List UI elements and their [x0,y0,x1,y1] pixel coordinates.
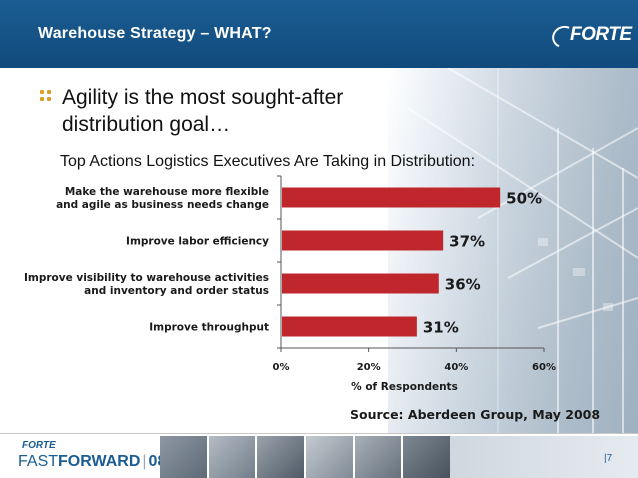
page-number: |7 [604,453,613,464]
footer-bar: FORTE FASTFORWARD | 08 [0,433,638,478]
bar-1 [282,187,501,208]
fastforward-brand: FASTFORWARD | 08 [18,453,166,471]
x-axis-title: % of Respondents [351,381,458,393]
bar-4 [282,316,417,337]
x-tick-label: 60% [532,362,556,373]
header-bar: Warehouse Strategy – WHAT? FORTE [0,0,638,68]
footer-photo-strip [160,436,451,478]
category-label: and inventory and order status [84,285,269,297]
bar-3 [282,273,439,294]
footer-background-panel [450,436,638,478]
brand-separator: | [142,453,147,470]
logo-wordmark: FORTE [570,24,632,45]
x-tick-label: 0% [273,362,290,373]
category-label: Make the warehouse more flexible [65,186,269,198]
brand-fast: FAST [18,453,59,470]
chart-subtitle: Top Actions Logistics Executives Are Tak… [60,153,476,170]
four-dot-bullet-icon [40,90,52,102]
bullet-text: Agility is the most sought-after distrib… [62,86,344,136]
data-label: 36% [445,276,481,294]
source-note: Source: Aberdeen Group, May 2008 [350,407,601,422]
brand-forward: FORWARD [58,453,141,470]
category-label: Improve visibility to warehouse activiti… [24,272,269,284]
data-label: 31% [423,319,459,337]
category-label: and agile as business needs change [56,199,269,211]
bar-2 [282,230,444,251]
data-label: 37% [449,233,485,251]
category-label: Improve throughput [149,322,269,334]
data-label: 50% [506,190,542,208]
slide-title: Warehouse Strategy – WHAT? [38,25,272,42]
x-tick-label: 20% [357,362,381,373]
forte-logo: FORTE [548,20,632,52]
x-tick-label: 40% [444,362,468,373]
category-label: Improve labor efficiency [126,236,269,248]
footer-forte-logo: FORTE [22,440,56,451]
